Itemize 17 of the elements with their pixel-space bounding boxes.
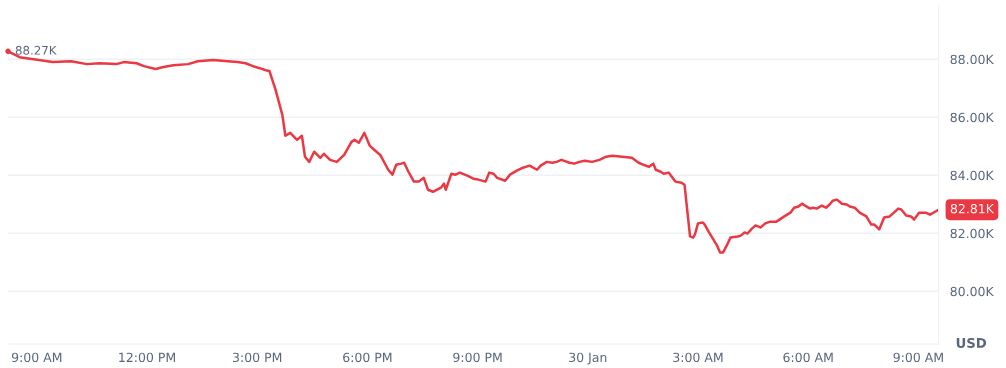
x-tick-label: 6:00 PM: [343, 352, 392, 363]
x-tick-label: 9:00 AM: [11, 352, 62, 363]
x-tick-label: 3:00 PM: [232, 352, 282, 363]
y-axis-title: USD: [956, 337, 987, 348]
annotation: 82.81K: [950, 203, 995, 214]
y-tick-label: 84.00K: [950, 170, 994, 181]
x-tick-label: 9:00 AM: [893, 352, 943, 363]
x-tick-label: 30 Jan: [569, 352, 607, 365]
annotation: 88.27K: [15, 45, 57, 55]
y-tick-label: 88.00K: [950, 54, 994, 65]
x-tick-label: 12:00 PM: [119, 352, 175, 363]
y-tick-label: 80.00K: [950, 286, 994, 297]
y-tick-label: 82.00K: [950, 228, 994, 239]
x-tick-label: 9:00 PM: [453, 352, 502, 363]
y-tick-label: 86.00K: [950, 112, 994, 123]
x-tick-label: 3:00 AM: [673, 352, 723, 363]
x-tick-label: 6:00 AM: [783, 352, 833, 363]
